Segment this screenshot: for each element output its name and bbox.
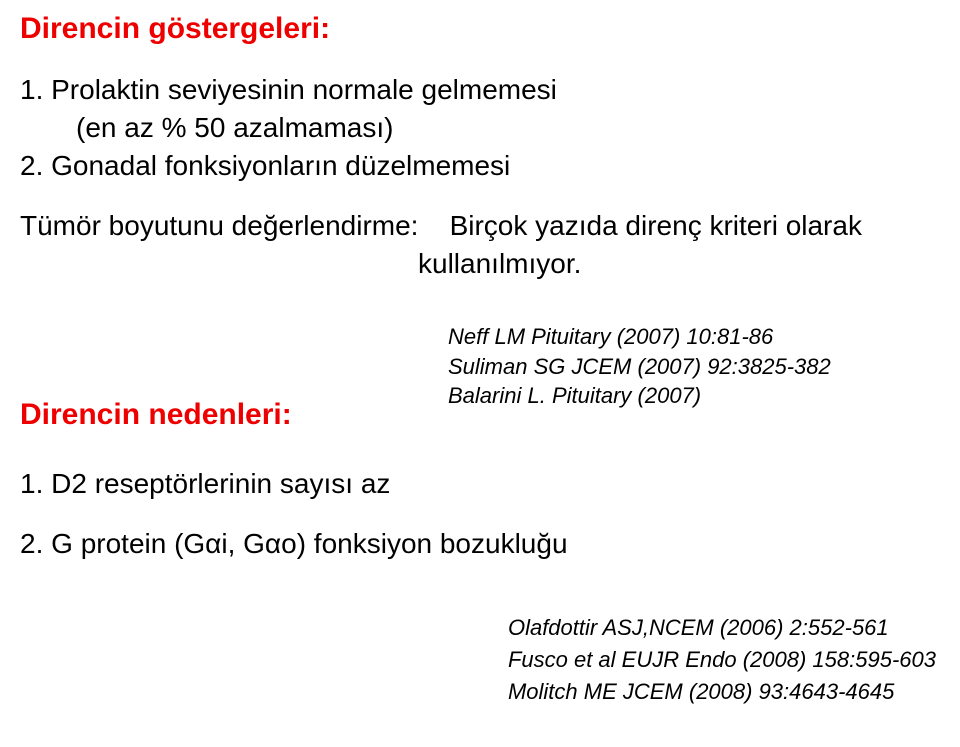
ref1-b: Suliman SG JCEM (2007) 92:3825-382 [448,352,831,382]
tumor-eval-line2: kullanılmıyor. [418,248,581,280]
slide: Direncin göstergeleri: 1. Prolaktin sevi… [0,0,960,747]
tumor-eval-label: Tümör boyutunu değerlendirme: [20,210,418,241]
ref1-a: Neff LM Pituitary (2007) 10:81-86 [448,322,831,352]
ref1-c: Balarini L. Pituitary (2007) [448,381,831,411]
ref2-a: Olafdottir ASJ,NCEM (2006) 2:552-561 [508,612,936,644]
tumor-eval-right: Birçok yazıda direnç kriteri olarak [450,210,862,241]
ref2-c: Molitch ME JCEM (2008) 93:4643-4645 [508,676,936,708]
references-block-1: Neff LM Pituitary (2007) 10:81-86 Sulima… [448,322,831,411]
cause-1: 1. D2 reseptörlerinin sayısı az [20,468,390,500]
references-block-2: Olafdottir ASJ,NCEM (2006) 2:552-561 Fus… [508,612,936,708]
tumor-eval-line1: Tümör boyutunu değerlendirme: Birçok yaz… [20,210,862,242]
ref2-b: Fusco et al EUJR Endo (2008) 158:595-603 [508,644,936,676]
heading-indicators: Direncin göstergeleri: [20,12,330,46]
indicator-1-line1: 1. Prolaktin seviyesinin normale gelmeme… [20,74,557,106]
indicator-2: 2. Gonadal fonksiyonların düzelmemesi [20,150,510,182]
heading-causes: Direncin nedenleri: [20,398,292,432]
cause-2: 2. G protein (Gαi, Gαo) fonksiyon bozukl… [20,528,568,560]
indicator-1-line2: (en az % 50 azalmaması) [76,112,393,144]
